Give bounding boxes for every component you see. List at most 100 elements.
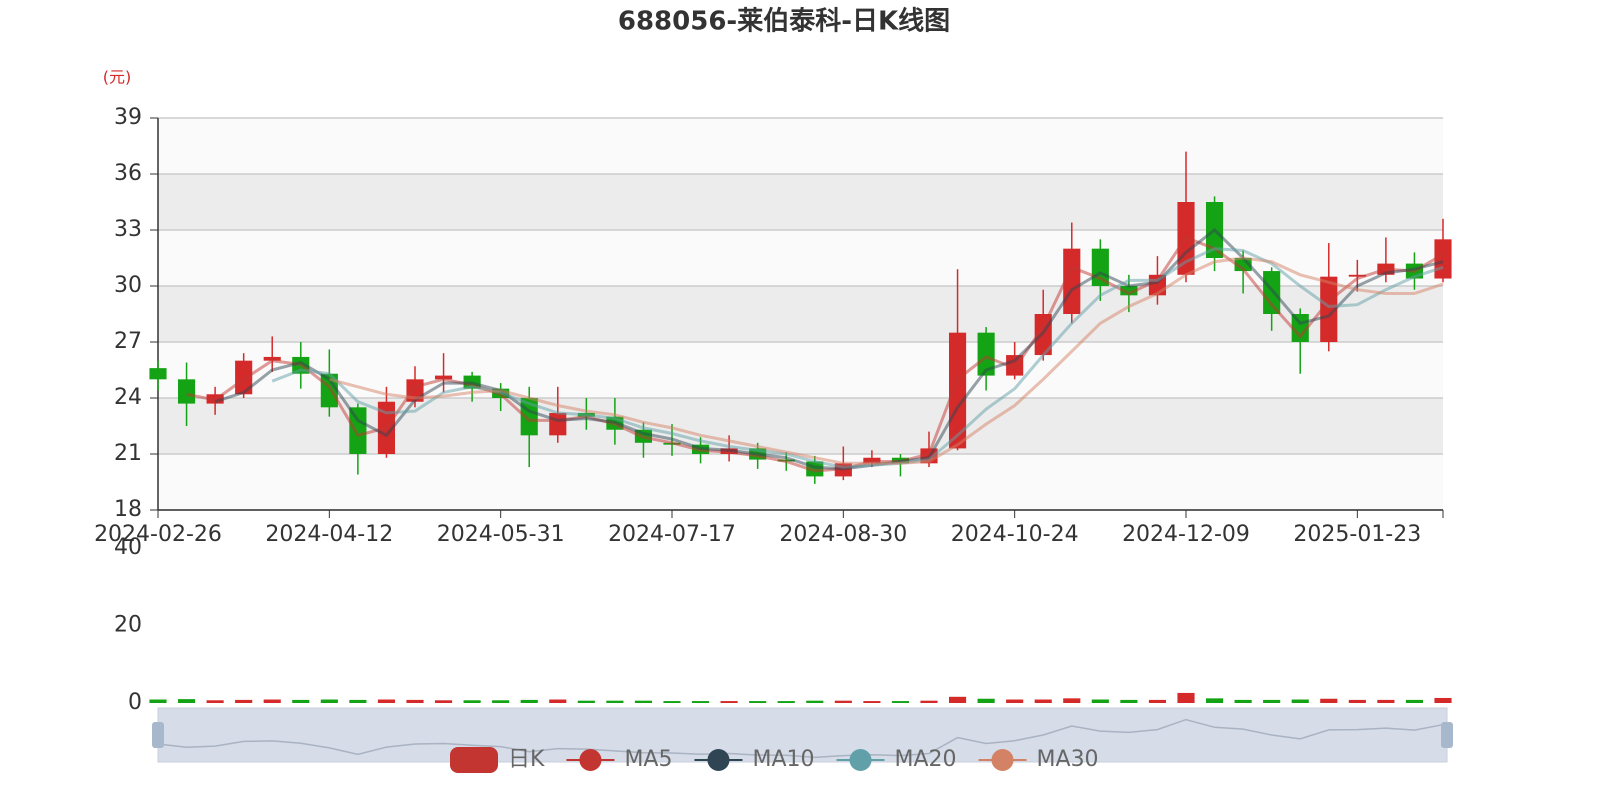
y-tick-label: 30 [114,273,142,298]
split-area [158,286,1443,342]
ma-line [271,247,1444,469]
volume-bar [1291,699,1309,703]
candle-body [1263,271,1281,314]
volume-bar [463,700,481,703]
volume-bar [349,699,367,703]
volume-bar [206,700,224,703]
x-tick-label: 2024-02-26 [94,522,222,547]
volume-bar [1377,699,1395,703]
legend-label[interactable]: MA10 [752,747,814,772]
split-area [158,174,1443,230]
volume-bar [749,701,767,703]
volume-bar [235,699,253,703]
volume-bar [149,699,167,703]
volume-bar [434,700,453,703]
volume-bar [1205,698,1224,703]
legend-icon[interactable] [849,749,872,771]
volume-bar [320,699,338,703]
candle-body [434,375,453,380]
volume-bar [948,696,967,703]
x-tick-label: 2024-10-24 [951,522,1079,547]
volume-bar [691,701,710,703]
volume-tick-label: 0 [128,690,142,715]
y-tick-label: 33 [114,217,142,242]
y-tick-label: 36 [114,161,142,186]
volume-bar [1348,699,1366,703]
volume-tick-label: 20 [114,613,142,638]
y-tick-label: 39 [114,105,142,130]
volume-bar [806,700,824,703]
chart-title: 688056-莱伯泰科-日K线图 [618,6,950,37]
ma-line [186,235,1444,473]
volume-bar [549,699,567,703]
volume-bar [1091,699,1109,703]
volume-bar [292,699,310,703]
volume-bar [1148,699,1167,703]
volume-bar [1320,698,1338,703]
volume-bar [1006,699,1024,703]
volume-bar [777,701,795,703]
y-tick-label: 21 [114,441,142,466]
x-tick-label: 2024-04-12 [265,522,393,547]
legend-label[interactable]: MA30 [1037,747,1099,772]
volume-bar [577,700,595,703]
candle-body [1348,274,1366,277]
zoom-handle[interactable] [152,722,164,748]
legend-label[interactable]: 日K [508,747,545,772]
candle-body [149,368,167,380]
legend-label[interactable]: MA5 [624,747,672,772]
candle-body [263,356,281,361]
volume-bar [1120,699,1138,703]
volume-bar [1434,697,1452,703]
split-area [158,118,1443,174]
volume-bar [1234,699,1252,703]
y-unit: (元) [103,68,132,87]
volume-bar [377,699,396,703]
y-tick-label: 18 [114,497,142,522]
candle-body [235,360,253,395]
volume-bar [1405,699,1424,703]
volume-bar [720,701,738,703]
volume-bar [663,701,681,703]
legend-label[interactable]: MA20 [895,747,957,772]
legend-icon[interactable] [579,749,602,771]
candle-body [1320,276,1338,342]
legend-icon[interactable] [991,749,1014,771]
y-tick-label: 24 [114,385,142,410]
x-tick-label: 2025-01-23 [1293,522,1421,547]
volume-bar [920,700,938,703]
volume-bar [977,698,995,703]
volume-bar [1177,692,1195,703]
x-tick-label: 2024-07-17 [608,522,736,547]
legend-icon[interactable] [450,747,498,773]
volume-bar [606,700,624,703]
x-tick-label: 2024-08-30 [779,522,907,547]
y-tick-label: 27 [114,329,142,354]
volume-bar [834,700,852,703]
volume-bar [1063,698,1081,703]
legend-icon[interactable] [707,749,730,771]
volume-bar [263,699,281,703]
ma-line [328,256,1444,465]
candle-body [948,332,967,449]
candle-body [349,407,367,454]
candle-body [549,412,567,436]
volume-bar [634,700,653,703]
zoom-preview [157,718,1444,759]
volume-bar [492,700,510,703]
volume-bar [406,699,424,703]
volume-bar [863,701,881,703]
candle-body [977,332,995,376]
split-area [158,342,1443,398]
volume-bar [520,699,538,703]
candle-body [1120,286,1138,296]
volume-tick-label: 40 [114,535,142,560]
x-tick-label: 2024-12-09 [1122,522,1250,547]
volume-bar [177,699,196,703]
volume-bar [891,701,910,703]
candle-body [177,379,196,404]
x-tick-label: 2024-05-31 [437,522,565,547]
volume-bar [1263,699,1281,703]
zoom-handle[interactable] [1441,722,1453,748]
